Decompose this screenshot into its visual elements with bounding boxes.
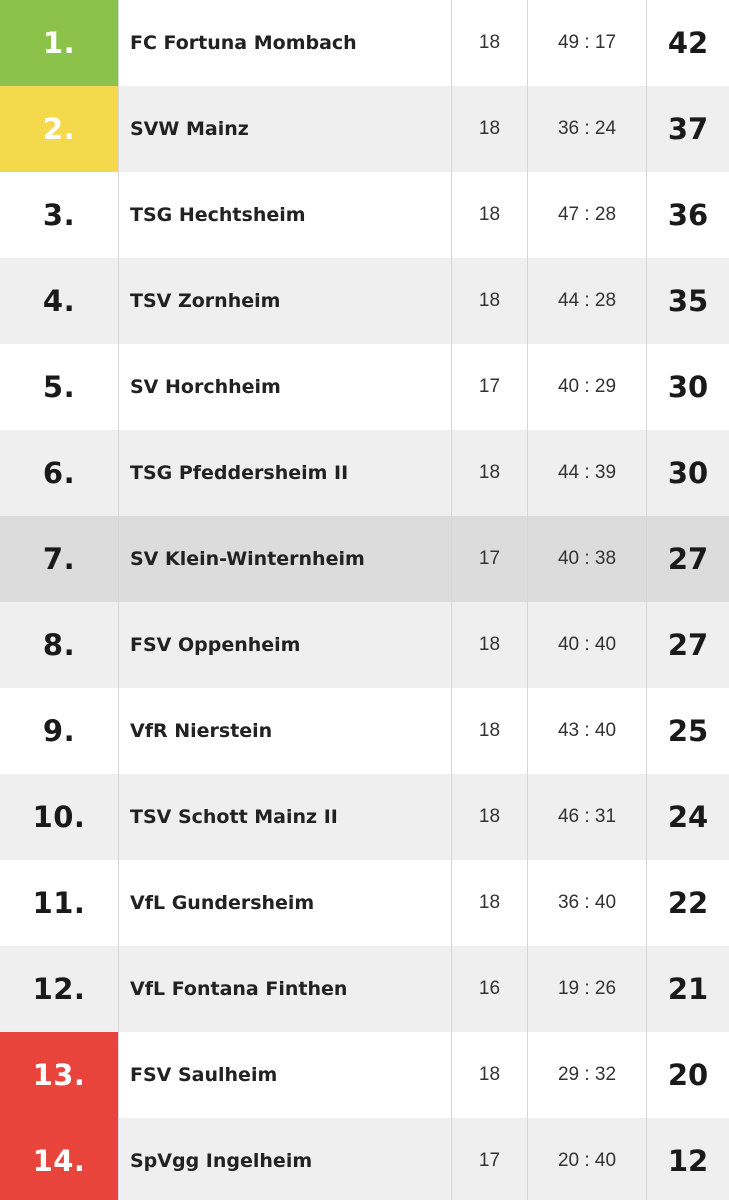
table-row: 1. FC Fortuna Mombach 18 49 : 17 42: [0, 0, 729, 86]
rank-cell: 1.: [0, 0, 119, 86]
games-played: 17: [452, 344, 528, 430]
rank-cell: 3.: [0, 172, 119, 258]
points: 37: [667, 112, 709, 146]
table-row: 6. TSG Pfeddersheim II 18 44 : 39 30: [0, 430, 729, 516]
goal-difference: 40 : 29: [528, 344, 647, 430]
points: 22: [667, 886, 709, 920]
rank-cell: 2.: [0, 86, 119, 172]
rank-cell: 4.: [0, 258, 119, 344]
team-name: TSV Zornheim: [119, 258, 452, 344]
table-row: 2. SVW Mainz 18 36 : 24 37: [0, 86, 729, 172]
rank-cell: 6.: [0, 430, 119, 516]
team-name: FSV Oppenheim: [119, 602, 452, 688]
goal-difference: 44 : 28: [528, 258, 647, 344]
games-played: 16: [452, 946, 528, 1032]
table-row: 14. SpVgg Ingelheim 17 20 : 40 12: [0, 1118, 729, 1200]
games-played: 18: [452, 430, 528, 516]
games-played: 18: [452, 172, 528, 258]
team-name: TSV Schott Mainz II: [119, 774, 452, 860]
table-row: 4. TSV Zornheim 18 44 : 28 35: [0, 258, 729, 344]
team-name: FSV Saulheim: [119, 1032, 452, 1118]
games-played: 18: [452, 258, 528, 344]
points: 42: [667, 26, 709, 60]
games-played: 18: [452, 86, 528, 172]
table-row: 3. TSG Hechtsheim 18 47 : 28 36: [0, 172, 729, 258]
games-played: 18: [452, 688, 528, 774]
team-name: VfL Fontana Finthen: [119, 946, 452, 1032]
rank-cell: 13.: [0, 1032, 119, 1118]
goal-difference: 43 : 40: [528, 688, 647, 774]
table-row: 9. VfR Nierstein 18 43 : 40 25: [0, 688, 729, 774]
table-row: 13. FSV Saulheim 18 29 : 32 20: [0, 1032, 729, 1118]
points: 35: [667, 284, 709, 318]
points: 21: [667, 972, 709, 1006]
team-name: SV Klein-Winternheim: [119, 516, 452, 602]
rank-cell: 12.: [0, 946, 119, 1032]
team-name: SVW Mainz: [119, 86, 452, 172]
goal-difference: 46 : 31: [528, 774, 647, 860]
rank-cell: 10.: [0, 774, 119, 860]
team-name: VfL Gundersheim: [119, 860, 452, 946]
points: 27: [667, 628, 709, 662]
table-row: 12. VfL Fontana Finthen 16 19 : 26 21: [0, 946, 729, 1032]
table-row: 11. VfL Gundersheim 18 36 : 40 22: [0, 860, 729, 946]
rank-cell: 5.: [0, 344, 119, 430]
table-row: 5. SV Horchheim 17 40 : 29 30: [0, 344, 729, 430]
points: 25: [667, 714, 709, 748]
team-name: VfR Nierstein: [119, 688, 452, 774]
goal-difference: 36 : 24: [528, 86, 647, 172]
points: 36: [667, 198, 709, 232]
rank-cell: 8.: [0, 602, 119, 688]
rank-cell: 14.: [0, 1118, 119, 1200]
goal-difference: 40 : 38: [528, 516, 647, 602]
games-played: 17: [452, 516, 528, 602]
goal-difference: 19 : 26: [528, 946, 647, 1032]
points: 30: [667, 456, 709, 490]
games-played: 18: [452, 1032, 528, 1118]
goal-difference: 20 : 40: [528, 1118, 647, 1200]
goal-difference: 47 : 28: [528, 172, 647, 258]
points: 12: [667, 1143, 709, 1178]
team-name: SV Horchheim: [119, 344, 452, 430]
goal-difference: 29 : 32: [528, 1032, 647, 1118]
team-name: TSG Pfeddersheim II: [119, 430, 452, 516]
goal-difference: 49 : 17: [528, 0, 647, 86]
points: 30: [667, 370, 709, 404]
rank-cell: 9.: [0, 688, 119, 774]
games-played: 18: [452, 774, 528, 860]
table-row-highlighted: 7. SV Klein-Winternheim 17 40 : 38 27: [0, 516, 729, 602]
points: 20: [667, 1058, 709, 1092]
goal-difference: 44 : 39: [528, 430, 647, 516]
games-played: 18: [452, 602, 528, 688]
games-played: 18: [452, 0, 528, 86]
goal-difference: 40 : 40: [528, 602, 647, 688]
team-name: SpVgg Ingelheim: [119, 1118, 452, 1200]
points: 24: [667, 800, 709, 834]
team-name: FC Fortuna Mombach: [119, 0, 452, 86]
points: 27: [667, 542, 709, 576]
goal-difference: 36 : 40: [528, 860, 647, 946]
rank-cell: 11.: [0, 860, 119, 946]
games-played: 18: [452, 860, 528, 946]
games-played: 17: [452, 1118, 528, 1200]
rank-cell: 7.: [0, 516, 119, 602]
table-row: 10. TSV Schott Mainz II 18 46 : 31 24: [0, 774, 729, 860]
table-row: 8. FSV Oppenheim 18 40 : 40 27: [0, 602, 729, 688]
team-name: TSG Hechtsheim: [119, 172, 452, 258]
